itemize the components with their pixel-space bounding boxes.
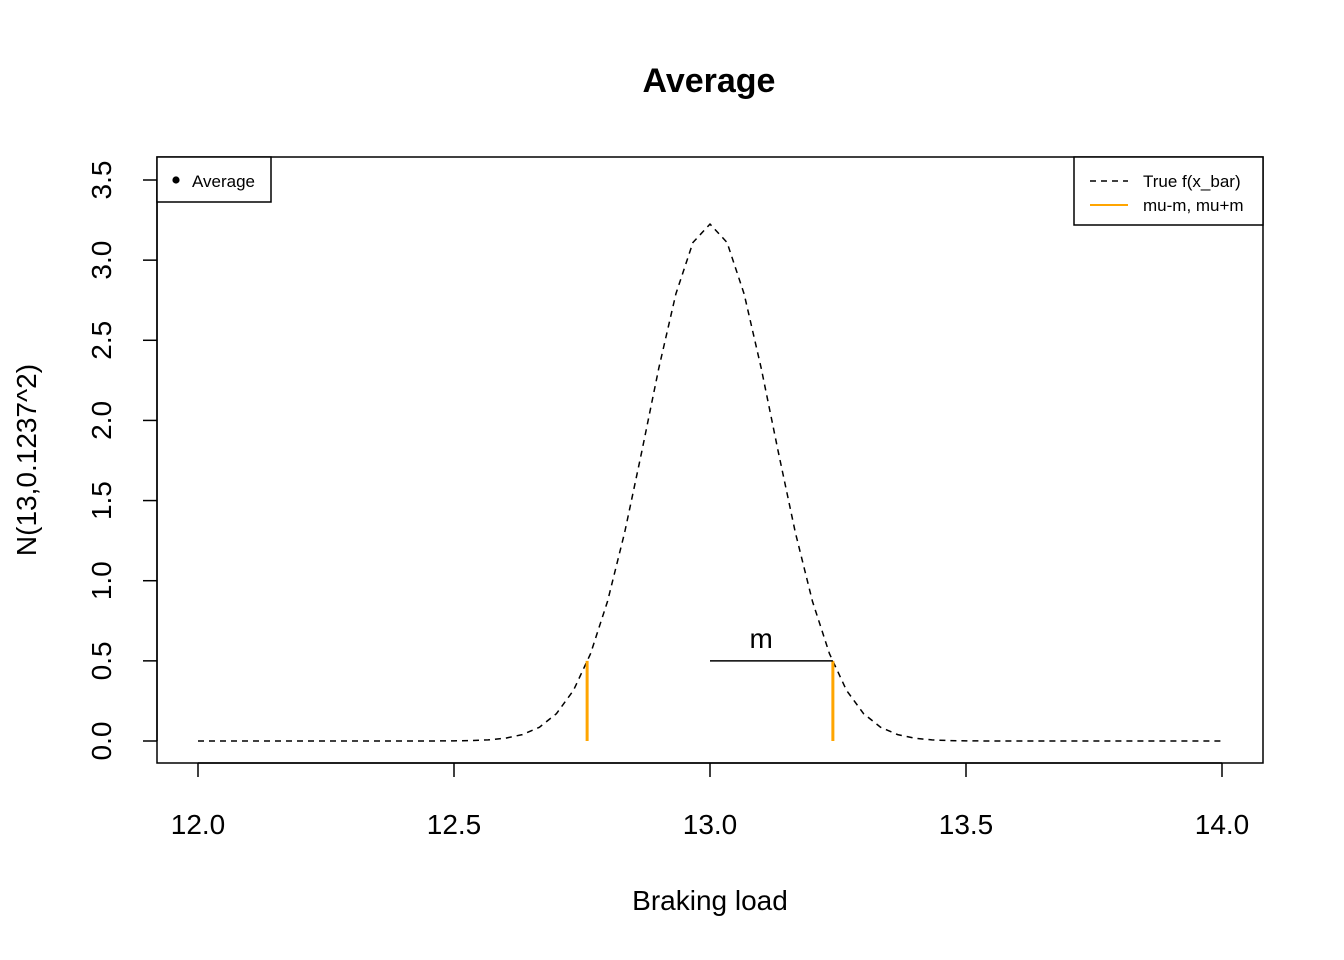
y-tick-label-2: 1.0 [86, 561, 117, 600]
plot-frame [156, 156, 1264, 764]
y-tick-label-7: 3.5 [86, 161, 117, 200]
x-axis-label: Braking load [632, 885, 788, 916]
chart-title: Average [643, 62, 776, 100]
legend-average-point-icon [172, 176, 180, 184]
x-tick-label-1: 12.5 [427, 809, 482, 840]
legend-average-box [156, 156, 272, 203]
y-tick-label-5: 2.5 [86, 321, 117, 360]
legend-mu-m-label: mu-m, mu+m [1143, 196, 1244, 215]
annotation-layer: m [710, 623, 833, 662]
y-axis: 0.0 0.5 1.0 1.5 2.0 2.5 3.0 3.5 [86, 161, 158, 761]
m-annotation-label: m [750, 623, 773, 654]
y-tick-label-4: 2.0 [86, 401, 117, 440]
legend-average-label: Average [192, 172, 255, 191]
legend-average: Average [156, 156, 272, 203]
density-curve [198, 222, 1222, 742]
y-tick-label-6: 3.0 [86, 241, 117, 280]
x-tick-label-0: 12.0 [171, 809, 226, 840]
y-tick-label-3: 1.5 [86, 481, 117, 520]
legend-series: True f(x_bar) mu-m, mu+m [1073, 156, 1264, 226]
series-layer [198, 222, 1222, 742]
y-axis-label: N(13,0.1237^2) [11, 364, 42, 556]
y-tick-label-0: 0.0 [86, 722, 117, 761]
y-tick-label-1: 0.5 [86, 641, 117, 680]
x-tick-label-3: 13.5 [939, 809, 994, 840]
x-tick-label-2: 13.0 [683, 809, 738, 840]
legend-series-box [1073, 156, 1264, 226]
x-tick-label-4: 14.0 [1195, 809, 1250, 840]
x-axis: 12.0 12.5 13.0 13.5 14.0 [171, 762, 1250, 840]
legend-true-f-label: True f(x_bar) [1143, 172, 1241, 191]
